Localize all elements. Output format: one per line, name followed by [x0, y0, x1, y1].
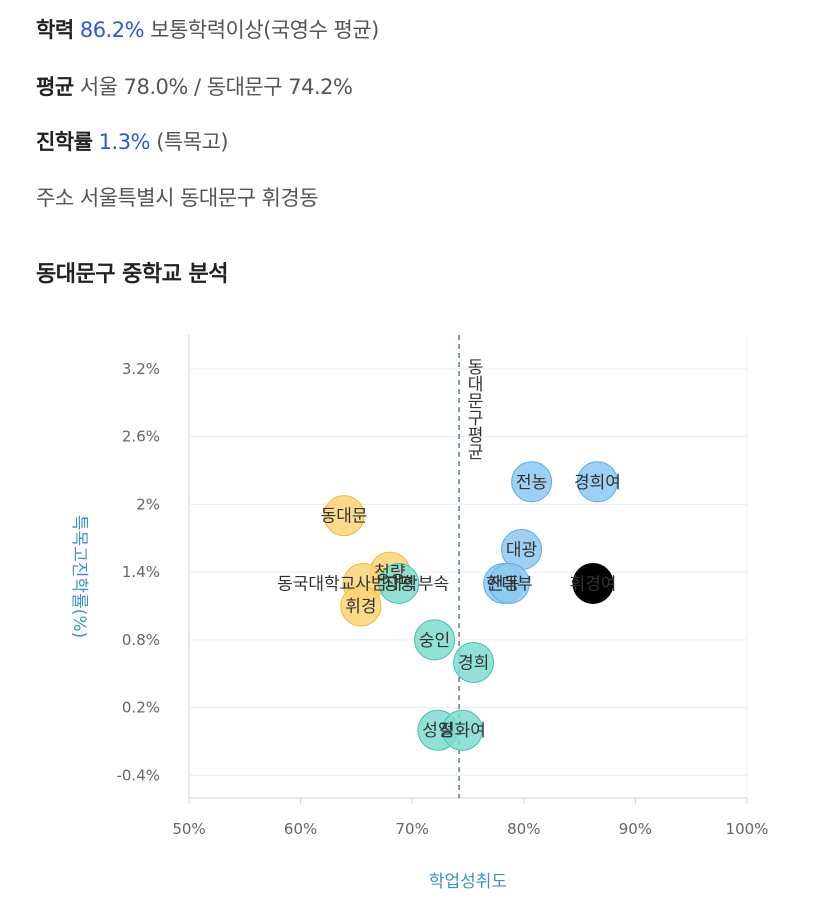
bubble-경희[interactable]: [453, 641, 495, 683]
advancement-label: 진학률: [36, 130, 93, 154]
advancement-line: 진학률 1.3% (특목고): [36, 126, 229, 156]
x-tick-label: 80%: [507, 820, 540, 838]
bubble-label: 전동: [488, 574, 519, 594]
bubble-label: 경희여: [574, 473, 621, 493]
scatter-chart: 3.2% 2.6% 2% 1.4% 0.8% 0.2% -0.4% 50% 60% 70% 80%…: [69, 335, 768, 892]
x-tick-label: 50%: [172, 820, 205, 838]
y-tick-label: 2.6%: [122, 428, 160, 446]
bubble-label: 동국대학교사범대학부속: [277, 574, 449, 594]
address-label: 주소: [36, 186, 74, 210]
x-tick-labels: 50% 60% 70% 80% 90% 100%: [172, 820, 768, 838]
bubble-label: 정화여: [439, 721, 486, 741]
bubble-label: 한대부: [486, 574, 533, 594]
y-tick-label: 3.2%: [122, 360, 160, 378]
bubble-label: 동대문: [321, 507, 368, 527]
scholastic-line: 학력 86.2% 보통학력이상(국영수 평균): [36, 14, 379, 44]
y-axis-title: 특목고진학률(%): [69, 515, 89, 638]
average-line: 평균 서울 78.0% / 동대문구 74.2%: [36, 71, 353, 101]
bubble-label: 대광: [506, 541, 537, 561]
average-label: 평균: [36, 75, 74, 99]
x-axis-title: 학업성취도: [429, 872, 507, 892]
y-tick-label: -0.4%: [116, 766, 160, 784]
bubble-숭인[interactable]: [414, 619, 456, 661]
advancement-desc: (특목고): [156, 130, 229, 154]
scholastic-label: 학력: [36, 18, 74, 42]
bubble-정화여[interactable]: [441, 709, 483, 751]
bubble-label: 성일: [422, 721, 453, 741]
bubble-전농[interactable]: [511, 461, 553, 503]
x-tick-label: 70%: [396, 820, 429, 838]
average-text: 서울 78.0% / 동대문구 74.2%: [79, 75, 353, 99]
address-line: 주소 서울특별시 동대문구 휘경동: [36, 182, 319, 212]
y-tick-labels: 3.2% 2.6% 2% 1.4% 0.8% 0.2% -0.4%: [116, 360, 160, 785]
bubble-label: 휘경: [345, 597, 376, 617]
y-tick-label: 1.4%: [122, 563, 160, 581]
address-text: 서울특별시 동대문구 휘경동: [79, 186, 319, 210]
x-tick-label: 90%: [619, 820, 652, 838]
bubble-한대부[interactable]: [488, 562, 530, 604]
bubble-label: 경희: [458, 653, 489, 673]
bubble-경희여[interactable]: [576, 461, 618, 503]
section-title: 동대문구 중학교 분석: [36, 262, 228, 287]
x-tick-label: 100%: [726, 820, 769, 838]
bubbles: [323, 461, 618, 751]
bubble-label: 전농: [516, 473, 547, 493]
grid: [188, 335, 748, 804]
advancement-value: 1.3%: [98, 130, 151, 154]
bubble-label: 청량: [374, 563, 406, 583]
y-tick-label: 0.2%: [122, 699, 160, 717]
x-tick-label: 60%: [284, 820, 317, 838]
y-tick-label: 0.8%: [122, 631, 160, 649]
bubble-휘경여[interactable]: [572, 562, 614, 604]
bubble-동대문[interactable]: [323, 495, 365, 537]
bubble-label: 휘경여: [570, 574, 617, 594]
bubble-장평[interactable]: [378, 562, 420, 604]
y-tick-label: 2%: [136, 495, 160, 513]
scholastic-desc: 보통학력이상(국영수 평균): [150, 18, 379, 42]
bubble-label: 숭인: [419, 631, 450, 651]
scholastic-value: 86.2%: [79, 18, 145, 42]
bubble-휘경[interactable]: [340, 585, 382, 627]
bubble-label: 장평: [383, 574, 414, 594]
average-line-label: 동대문구평균: [463, 358, 483, 460]
